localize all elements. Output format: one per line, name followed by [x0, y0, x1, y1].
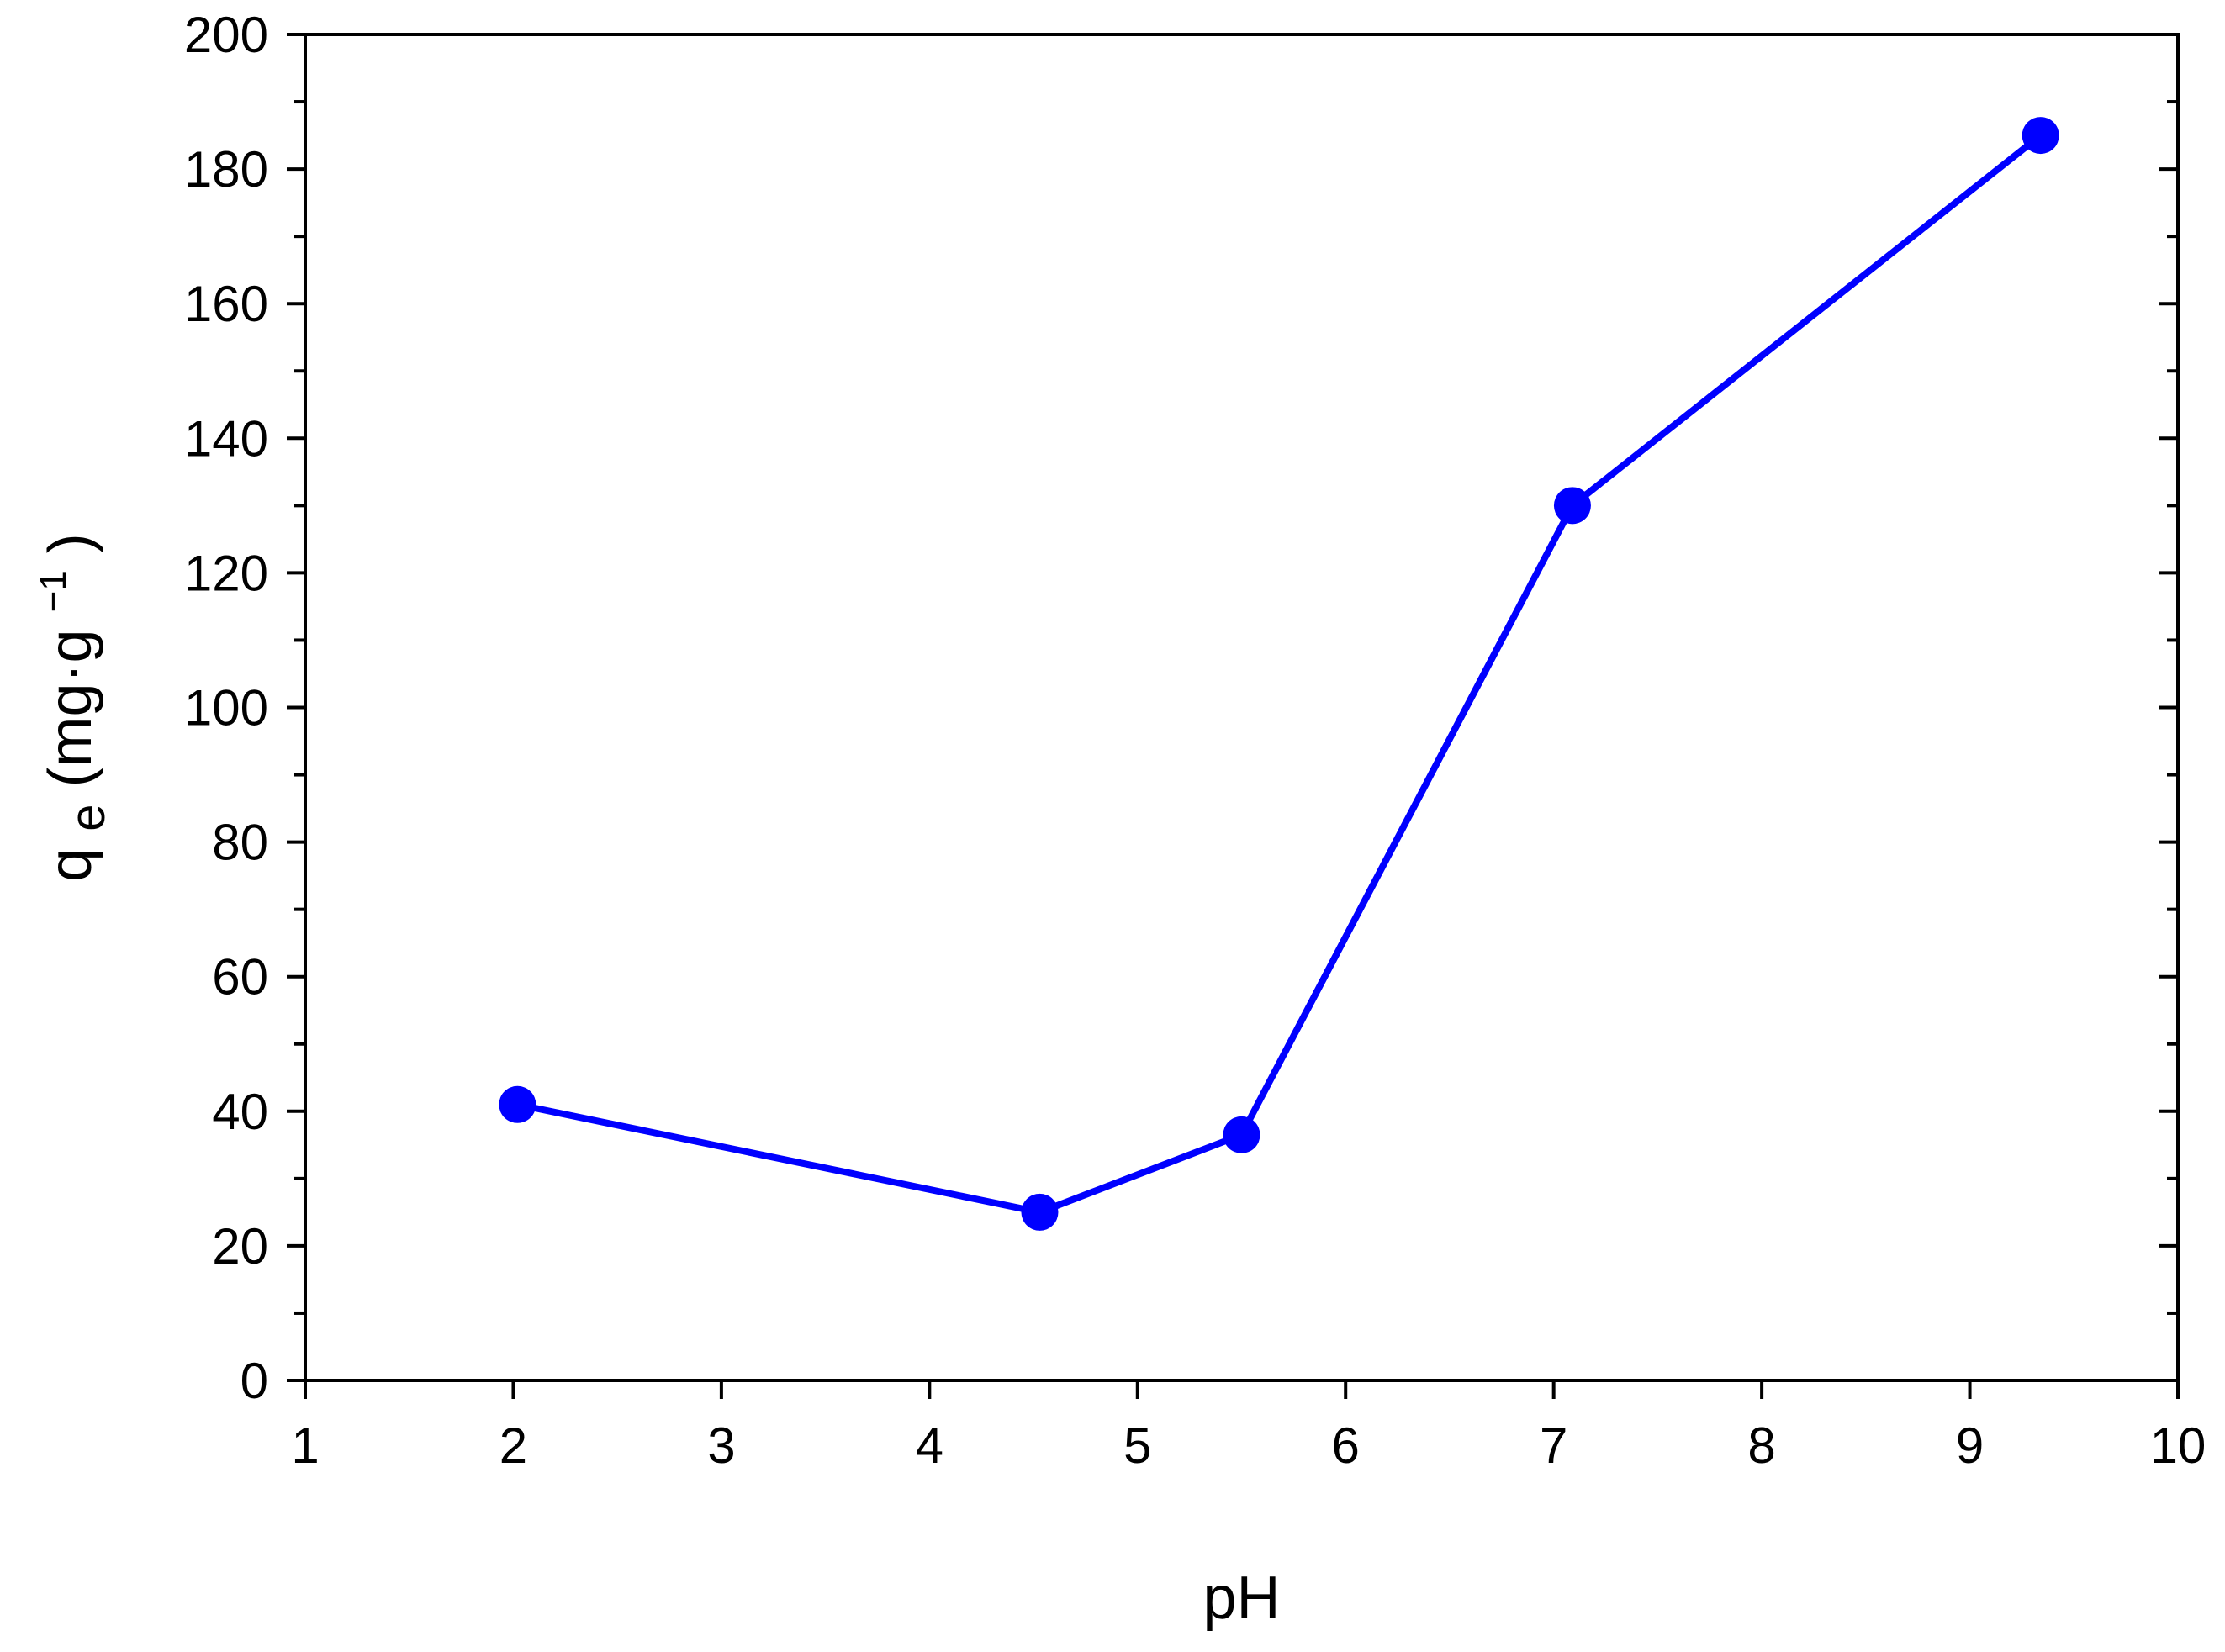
series-line-0 [516, 132, 2043, 1216]
x-tick-label-5: 5 [1123, 1417, 1151, 1474]
y-tick-label-200: 200 [184, 7, 268, 63]
x-tick-label-4: 4 [916, 1417, 943, 1474]
y-tick-label-140: 140 [184, 410, 268, 467]
series-layer [499, 117, 2059, 1231]
data-point [499, 1085, 536, 1123]
data-point [1553, 487, 1591, 525]
y-tick-label-20: 20 [212, 1218, 268, 1275]
y-tick-label-0: 0 [240, 1353, 268, 1409]
y-tick-label-100: 100 [184, 680, 268, 736]
x-tick-label-9: 9 [1956, 1417, 1984, 1474]
x-tick-label-3: 3 [707, 1417, 735, 1474]
y-tick-label-120: 120 [184, 545, 268, 601]
y-tick-label-40: 40 [212, 1084, 268, 1140]
x-tick-label-6: 6 [1332, 1417, 1360, 1474]
y-axis-title-units: (mg·g [37, 629, 104, 787]
data-point [1223, 1116, 1260, 1153]
y-axis-title-superscript: −1 [33, 570, 74, 612]
data-point [1021, 1193, 1059, 1231]
y-tick-label-180: 180 [184, 141, 268, 198]
y-axis-title-subscript: e [61, 804, 115, 831]
y-tick-label-80: 80 [212, 815, 268, 871]
x-tick-label-2: 2 [499, 1417, 527, 1474]
x-tick-label-10: 10 [2150, 1417, 2207, 1474]
x-tick-label-8: 8 [1747, 1417, 1775, 1474]
plot-frame [304, 33, 2180, 1382]
y-axis-title-symbol: q [37, 848, 104, 882]
y-tick-label-60: 60 [212, 949, 268, 1005]
y-tick-label-160: 160 [184, 276, 268, 332]
y-axis-title: q e (mg·g −1 ) [12, 533, 118, 882]
data-point [2022, 117, 2059, 155]
x-tick-label-1: 1 [291, 1417, 319, 1474]
x-axis-title: pH [1202, 1565, 1280, 1632]
y-axis-title-close: ) [37, 533, 104, 553]
x-tick-label-7: 7 [1540, 1417, 1567, 1474]
